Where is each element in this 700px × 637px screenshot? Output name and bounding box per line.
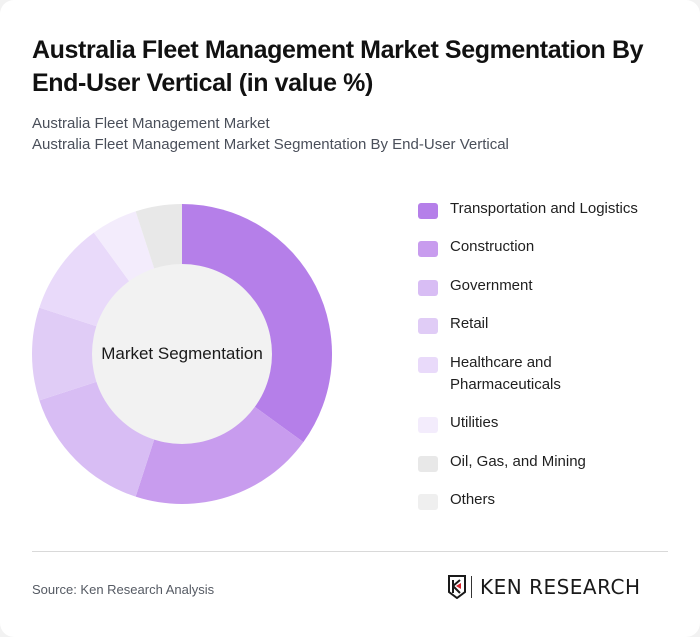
legend-item[interactable]: Utilities <box>418 412 670 434</box>
legend-item[interactable]: Transportation and Logistics <box>418 198 670 220</box>
legend-label: Construction <box>450 238 535 255</box>
legend-swatch <box>418 417 438 433</box>
subtitle-market: Australia Fleet Management Market <box>32 115 270 132</box>
legend-label: Transportation and Logistics <box>450 200 638 217</box>
legend-label: Oil, Gas, and Mining <box>450 453 586 470</box>
source-note: Source: Ken Research Analysis <box>32 582 215 597</box>
logo-text: KEN RESEARCH <box>480 575 641 599</box>
legend-swatch <box>418 203 438 219</box>
ken-research-shield-icon <box>448 575 466 599</box>
legend-swatch <box>418 456 438 472</box>
chart-title: Australia Fleet Management Market Segmen… <box>32 36 644 97</box>
legend-label: Utilities <box>450 414 499 431</box>
logo-separator <box>471 576 472 598</box>
legend-swatch <box>418 357 438 373</box>
chart-subtitle: Australia Fleet Management Market Austra… <box>32 113 509 155</box>
legend-label: Healthcare and Pharmaceuticals <box>450 354 561 393</box>
ken-research-logo: KEN RESEARCH <box>447 575 641 599</box>
legend-item[interactable]: Retail <box>418 313 670 335</box>
legend-item[interactable]: Healthcare and Pharmaceuticals <box>418 352 580 396</box>
legend-item[interactable]: Oil, Gas, and Mining <box>418 451 670 473</box>
legend-label: Retail <box>450 315 489 332</box>
legend-item[interactable]: Others <box>418 489 670 511</box>
donut-hole <box>92 264 272 444</box>
legend-label: Others <box>450 491 496 508</box>
legend-swatch <box>418 241 438 257</box>
legend-swatch <box>418 494 438 510</box>
legend-item[interactable]: Government <box>418 275 670 297</box>
donut-svg <box>31 204 332 504</box>
legend-swatch <box>418 318 438 334</box>
footer-divider <box>32 551 668 552</box>
subtitle-segmentation: Australia Fleet Management Market Segmen… <box>32 136 509 153</box>
legend-swatch <box>418 280 438 296</box>
legend-item[interactable]: Construction <box>418 236 670 258</box>
legend-label: Government <box>450 277 533 294</box>
donut-chart: Market Segmentation <box>31 204 332 504</box>
